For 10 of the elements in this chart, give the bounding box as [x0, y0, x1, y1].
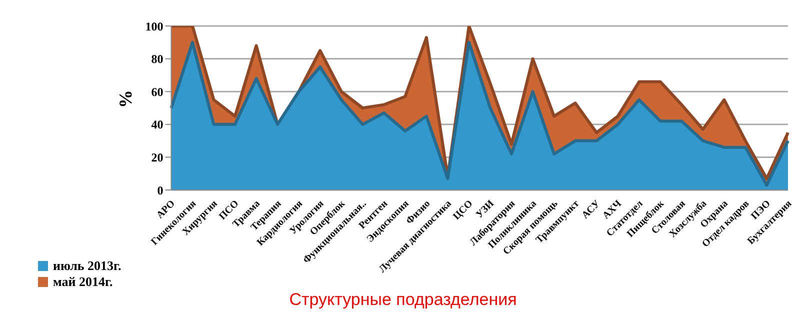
legend-label: июль 2013г. [53, 258, 122, 274]
y-tick-label: 100 [145, 19, 164, 34]
y-axis-title: % [116, 90, 136, 108]
y-tick-label: 80 [151, 52, 164, 66]
y-tick-label: 0 [157, 183, 164, 198]
legend-label: май 2014г. [53, 274, 113, 290]
y-tick-label: 40 [151, 118, 164, 132]
y-tick-label: 20 [151, 150, 164, 164]
y-tick-label: 60 [151, 84, 164, 99]
x-axis-title: Структурные подразделения [288, 290, 518, 310]
